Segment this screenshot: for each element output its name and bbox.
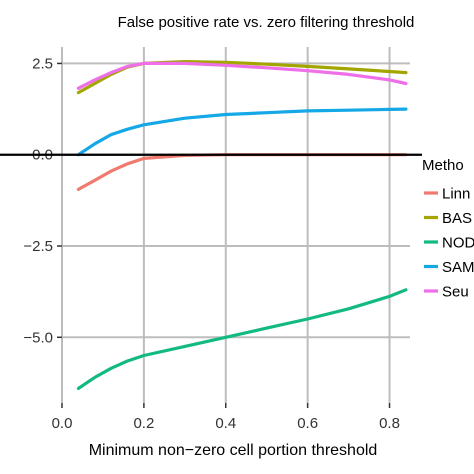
x-tick-label: 0.2: [133, 415, 154, 432]
series-lines: [0, 60, 422, 390]
series-line-1: [76, 153, 408, 191]
series-line-2: [76, 60, 408, 95]
series-line-4: [76, 107, 408, 157]
y-tick-label: −5.0: [23, 329, 53, 346]
legend-label-2: BAS: [442, 210, 472, 227]
legend-label-1: Linn: [442, 186, 470, 203]
chart-title: False positive rate vs. zero filtering t…: [118, 14, 415, 31]
x-tick-label: 0.4: [215, 415, 236, 432]
x-tick-label: 0.8: [379, 415, 400, 432]
x-axis-title: Minimum non−zero cell portion threshold: [89, 442, 378, 459]
series-line-3: [76, 288, 408, 390]
legend-label-4: SAM: [442, 259, 474, 276]
y-tick-label: 2.5: [32, 55, 53, 72]
axes: 0.0 0.2 0.4 0.6 0.82.50.0−2.5−5.0: [23, 55, 400, 432]
grid: [61, 47, 410, 403]
legend: Metho Linn BAS NOD SAM Seu: [422, 157, 474, 301]
legend-label-3: NOD: [442, 235, 474, 252]
series-line-5: [76, 61, 408, 90]
x-tick-label: 0.6: [297, 415, 318, 432]
legend-label-5: Seu: [442, 284, 469, 301]
legend-title: Metho: [422, 157, 464, 174]
y-tick-label: −2.5: [23, 238, 53, 255]
x-tick-label: 0.0: [52, 415, 73, 432]
